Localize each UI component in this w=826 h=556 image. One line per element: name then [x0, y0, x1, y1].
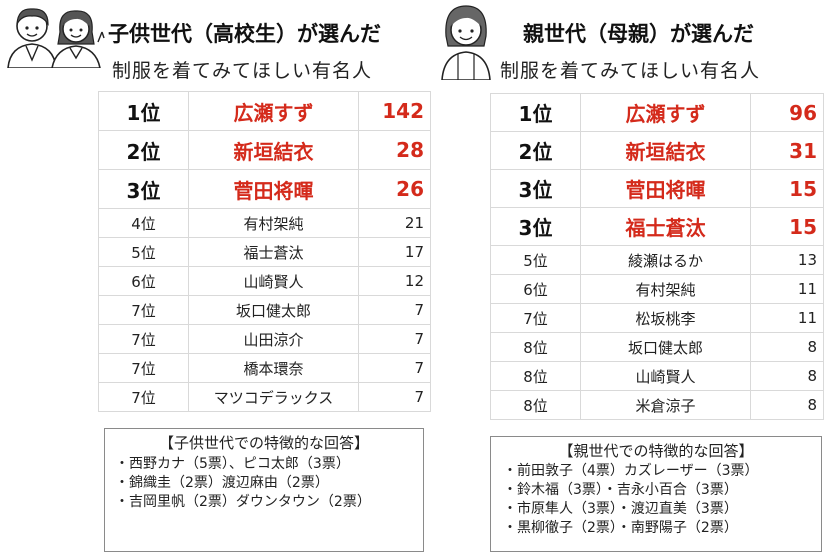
name-cell: マツコデラックス [188, 382, 359, 412]
rank-cell: 3位 [490, 169, 581, 208]
rank-cell: 3位 [490, 207, 581, 246]
name-cell: 福士蒼汰 [580, 207, 751, 246]
rank-cell: 8位 [490, 390, 581, 420]
students-illustration [7, 8, 105, 68]
left-notes-title: 【子供世代での特徴的な回答】 [158, 434, 369, 452]
table-row: 6位 山崎賢人 12 [98, 266, 431, 296]
right-title: 親世代（母親）が選んだ [523, 22, 754, 46]
count-cell: 7 [358, 353, 431, 383]
rank-cell: 7位 [98, 295, 189, 325]
right-notes-box: 【親世代での特徴的な回答】 ・前田敦子（4票）カズレーザー（3票） ・鈴木福（3… [490, 436, 822, 552]
rank-cell: 5位 [98, 237, 189, 267]
name-cell: 山崎賢人 [580, 361, 751, 391]
table-row: 6位 有村架純 11 [490, 274, 824, 304]
rank-cell: 7位 [490, 303, 581, 333]
table-row: 8位 山崎賢人 8 [490, 361, 824, 391]
table-row: 8位 坂口健太郎 8 [490, 332, 824, 362]
table-row: 7位 坂口健太郎 7 [98, 295, 431, 325]
rank-cell: 1位 [98, 91, 189, 131]
count-cell: 21 [358, 208, 431, 238]
count-cell: 8 [750, 361, 824, 391]
table-row: 7位 山田涼介 7 [98, 324, 431, 354]
name-cell: 広瀬すず [580, 93, 751, 132]
table-row: 3位 菅田将暉 15 [490, 169, 824, 208]
count-cell: 15 [750, 207, 824, 246]
count-cell: 11 [750, 303, 824, 333]
right-ranking-table: 1位 広瀬すず 96 2位 新垣結衣 31 3位 菅田将暉 15 3位 福士蒼汰… [490, 93, 824, 420]
rank-cell: 7位 [98, 353, 189, 383]
table-row: 3位 福士蒼汰 15 [490, 207, 824, 246]
count-cell: 142 [358, 91, 431, 131]
rank-cell: 5位 [490, 245, 581, 275]
name-cell: 福士蒼汰 [188, 237, 359, 267]
left-notes-box: 【子供世代での特徴的な回答】 ・西野カナ（5票）、ピコ太郎（3票） ・錦織圭（2… [104, 428, 424, 552]
table-row: 7位 松坂桃李 11 [490, 303, 824, 333]
name-cell: 菅田将暉 [188, 169, 359, 209]
rank-cell: 2位 [98, 130, 189, 170]
table-row: 7位 橋本環奈 7 [98, 353, 431, 383]
name-cell: 有村架純 [580, 274, 751, 304]
right-notes-title: 【親世代での特徴的な回答】 [558, 442, 754, 460]
count-cell: 26 [358, 169, 431, 209]
rank-cell: 6位 [98, 266, 189, 296]
count-cell: 12 [358, 266, 431, 296]
name-cell: 米倉涼子 [580, 390, 751, 420]
left-note-line: ・吉岡里帆（2票）ダウンタウン（2票） [115, 494, 371, 510]
left-note-line: ・錦織圭（2票）渡辺麻由（2票） [115, 475, 329, 491]
right-note-line: ・市原隼人（3票）・渡辺直美（3票） [503, 501, 738, 517]
name-cell: 綾瀬はるか [580, 245, 751, 275]
count-cell: 11 [750, 274, 824, 304]
right-subtitle: 制服を着てみてほしい有名人 [500, 60, 761, 82]
count-cell: 8 [750, 332, 824, 362]
rank-cell: 6位 [490, 274, 581, 304]
name-cell: 有村架純 [188, 208, 359, 238]
rank-cell: 8位 [490, 332, 581, 362]
table-row: 1位 広瀬すず 142 [98, 91, 431, 131]
left-note-line: ・西野カナ（5票）、ピコ太郎（3票） [115, 456, 350, 472]
rank-cell: 3位 [98, 169, 189, 209]
name-cell: 山田涼介 [188, 324, 359, 354]
name-cell: 坂口健太郎 [188, 295, 359, 325]
right-note-line: ・黒柳徹子（2票）・南野陽子（2票） [503, 520, 738, 536]
table-row: 8位 米倉涼子 8 [490, 390, 824, 420]
table-row: 2位 新垣結衣 28 [98, 130, 431, 170]
table-row: 7位 マツコデラックス 7 [98, 382, 431, 412]
name-cell: 新垣結衣 [188, 130, 359, 170]
rank-cell: 8位 [490, 361, 581, 391]
name-cell: 坂口健太郎 [580, 332, 751, 362]
table-row: 2位 新垣結衣 31 [490, 131, 824, 170]
rank-cell: 7位 [98, 324, 189, 354]
left-ranking-table: 1位 広瀬すず 142 2位 新垣結衣 28 3位 菅田将暉 26 4位 有村架… [98, 91, 431, 412]
count-cell: 17 [358, 237, 431, 267]
table-row: 5位 綾瀬はるか 13 [490, 245, 824, 275]
table-row: 3位 菅田将暉 26 [98, 169, 431, 209]
count-cell: 96 [750, 93, 824, 132]
count-cell: 7 [358, 295, 431, 325]
rank-cell: 1位 [490, 93, 581, 132]
left-subtitle: 制服を着てみてほしい有名人 [112, 60, 373, 82]
name-cell: 菅田将暉 [580, 169, 751, 208]
name-cell: 広瀬すず [188, 91, 359, 131]
name-cell: 山崎賢人 [188, 266, 359, 296]
rank-cell: 4位 [98, 208, 189, 238]
table-row: 4位 有村架純 21 [98, 208, 431, 238]
count-cell: 31 [750, 131, 824, 170]
right-note-line: ・鈴木福（3票）・吉永小百合（3票） [503, 482, 738, 498]
count-cell: 7 [358, 324, 431, 354]
name-cell: 松坂桃李 [580, 303, 751, 333]
table-row: 5位 福士蒼汰 17 [98, 237, 431, 267]
right-note-line: ・前田敦子（4票）カズレーザー（3票） [503, 463, 759, 479]
count-cell: 15 [750, 169, 824, 208]
mother-illustration [441, 5, 491, 80]
name-cell: 橋本環奈 [188, 353, 359, 383]
name-cell: 新垣結衣 [580, 131, 751, 170]
rank-cell: 7位 [98, 382, 189, 412]
count-cell: 7 [358, 382, 431, 412]
count-cell: 8 [750, 390, 824, 420]
left-title: 子供世代（高校生）が選んだ [108, 22, 381, 46]
rank-cell: 2位 [490, 131, 581, 170]
count-cell: 13 [750, 245, 824, 275]
table-row: 1位 広瀬すず 96 [490, 93, 824, 132]
count-cell: 28 [358, 130, 431, 170]
